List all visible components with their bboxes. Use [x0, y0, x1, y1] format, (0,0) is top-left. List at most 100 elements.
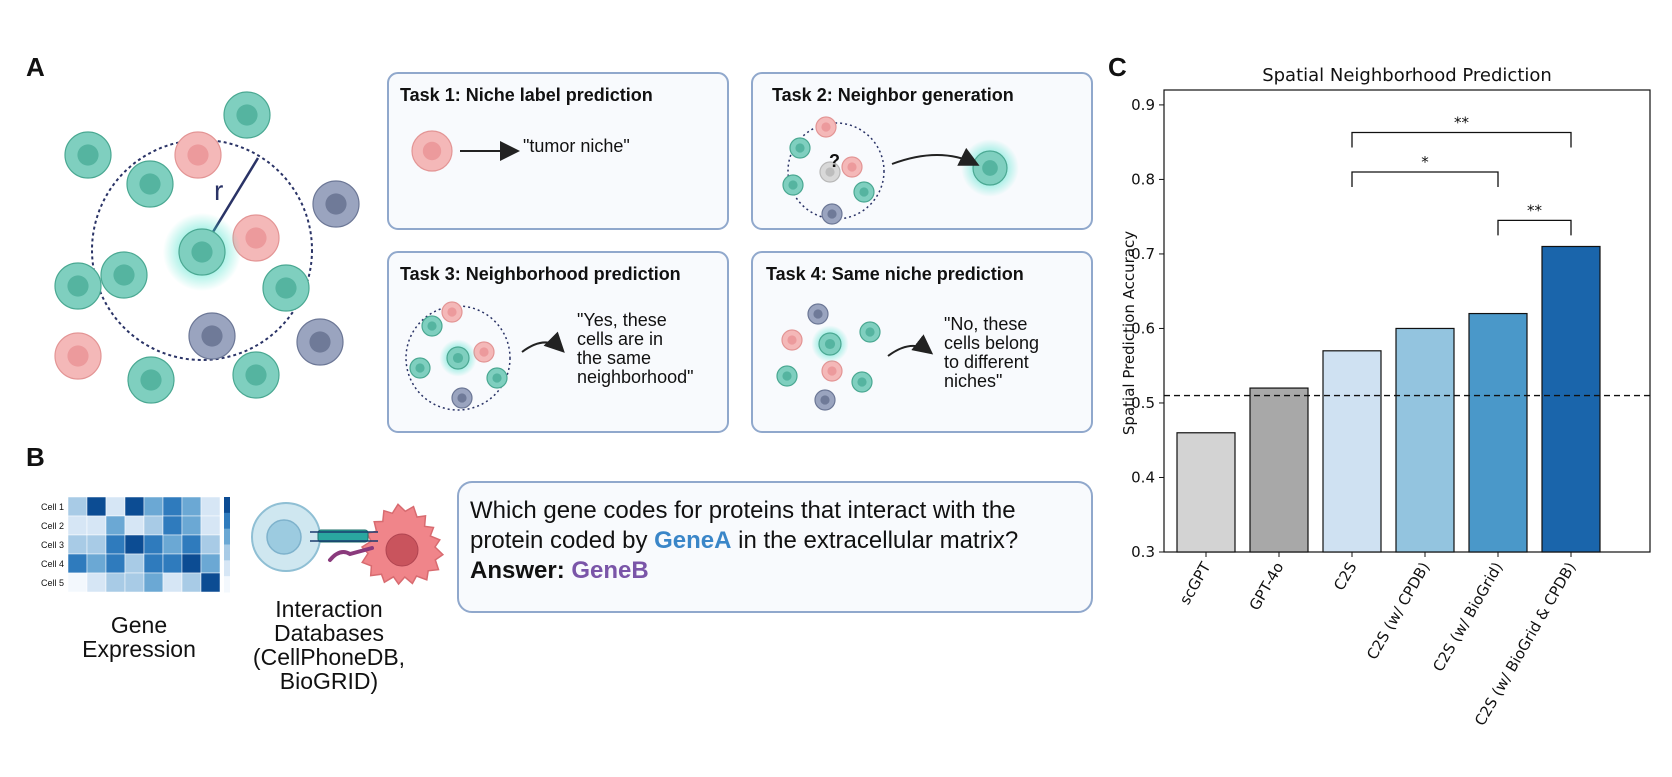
- heatmap-row-label: Cell 4: [41, 559, 64, 569]
- heatmap-cell: [162, 553, 183, 574]
- significance-label: **: [1454, 113, 1470, 131]
- task-3-answer-line-3: the same: [577, 348, 651, 368]
- panel-label-c: C: [1108, 52, 1127, 82]
- heatmap-colorbar-segment: [224, 544, 230, 549]
- neighbor-cell: [54, 262, 102, 310]
- gene-expression-heatmap: Cell 1 Cell 2 Cell 3 Cell 4 Cell 5 Gene Expr…: [41, 496, 230, 662]
- cell-nucleus: [827, 209, 837, 219]
- task-2-generated-cell: [961, 139, 1019, 197]
- task-4-cell: [776, 365, 798, 387]
- task-3-center-cell: [439, 339, 477, 377]
- y-tick-label: 0.8: [1131, 170, 1155, 188]
- interaction-label-line-3: (CellPhoneDB,: [253, 644, 405, 670]
- task-4-center-cell: [811, 325, 849, 363]
- task-4-title: Task 4: Same niche prediction: [766, 264, 1024, 284]
- heatmap-cell: [67, 515, 88, 536]
- heatmap-colorbar-segment: [224, 532, 230, 538]
- heatmap-cell: [67, 534, 88, 555]
- chart-title: Spatial Neighborhood Prediction: [1262, 65, 1552, 86]
- x-tick-label: GPT-4o: [1246, 559, 1288, 614]
- heatmap-cell: [105, 534, 126, 555]
- heatmap-cell: [86, 572, 107, 593]
- cell-nucleus: [236, 104, 258, 126]
- task-3-answer-line-4: neighborhood": [577, 367, 694, 387]
- heatmap-colorbar-segment: [224, 540, 230, 545]
- heatmap-colorbar-segment: [224, 556, 230, 561]
- cell-nucleus: [865, 327, 875, 337]
- heatmap-cell: [86, 534, 107, 555]
- heatmap-colorbar-segment: [224, 560, 230, 565]
- heatmap-cell: [181, 553, 202, 574]
- heatmap-row-label: Cell 1: [41, 502, 64, 512]
- neighbor-cell: [100, 251, 148, 299]
- heatmap-cell: [105, 553, 126, 574]
- cell-nucleus: [825, 167, 835, 177]
- heatmap-colorbar-segment: [224, 572, 230, 577]
- cell-nucleus: [67, 275, 89, 297]
- heatmap-row-label: Cell 2: [41, 521, 64, 531]
- task-2-cell: [789, 137, 811, 159]
- heatmap-cell: [86, 553, 107, 574]
- heatmap-cell: [200, 534, 221, 555]
- question-line-2-prefix: protein coded by: [470, 527, 654, 554]
- task-4-cell: [851, 371, 873, 393]
- heatmap-colorbar-segment: [224, 584, 230, 589]
- task-2-box: Task 2: Neighbor generation ?: [751, 72, 1093, 230]
- neighbor-cell: [188, 312, 236, 360]
- significance-bracket: [1351, 171, 1499, 187]
- cell-nucleus: [77, 144, 99, 166]
- cell-nucleus: [187, 144, 209, 166]
- sender-nucleus: [385, 533, 419, 567]
- cell-nucleus: [457, 393, 467, 403]
- interaction-label-line-4: BioGRID): [280, 668, 378, 694]
- heatmap-cell: [105, 496, 126, 517]
- cell-nucleus: [479, 347, 489, 357]
- heatmap-cell: [67, 553, 88, 574]
- task-4-cell: [859, 321, 881, 343]
- heatmap-colorbar-segment: [224, 528, 230, 534]
- neighbor-cell: [223, 91, 271, 139]
- cell-nucleus: [245, 227, 267, 249]
- heatmap-cell: [162, 534, 183, 555]
- heatmap-cell: [143, 572, 164, 593]
- task-1-title: Task 1: Niche label prediction: [400, 85, 653, 105]
- task-3-answer-line-1: "Yes, these: [577, 310, 667, 330]
- heatmap-cell: [67, 572, 88, 593]
- x-tick-label: C2S (w/ CPDB): [1363, 559, 1433, 663]
- cell-nucleus: [309, 331, 331, 353]
- x-tick-label: C2S (w/ BioGrid): [1429, 559, 1506, 675]
- interaction-label-line-1: Interaction: [275, 596, 382, 622]
- task-4-answer-line-3: to different: [944, 352, 1029, 372]
- heatmap-cell: [86, 496, 107, 517]
- bar-4: [1468, 312, 1528, 553]
- cell-nucleus: [824, 338, 836, 350]
- heatmap-cell: [181, 496, 202, 517]
- task-4-arrow: [887, 334, 934, 357]
- task-1-box: Task 1: Niche label prediction "tumor ni…: [387, 72, 729, 230]
- bar-3: [1395, 327, 1455, 553]
- cell-nucleus: [427, 321, 437, 331]
- significance-bracket: [1497, 219, 1572, 236]
- heatmap-cell: [143, 534, 164, 555]
- task-3-cell: [486, 367, 508, 389]
- radius-label: r: [214, 175, 223, 206]
- task-4-box: Task 4: Same niche prediction "No, these…: [751, 251, 1093, 433]
- cell-nucleus: [982, 160, 998, 176]
- heatmap-cell: [86, 515, 107, 536]
- heatmap-colorbar-segment: [224, 580, 230, 585]
- task-4-cell: [814, 389, 836, 411]
- task-3-box: Task 3: Neighborhood prediction "Yes, th…: [387, 251, 729, 433]
- task-2-cell: [821, 203, 843, 225]
- heatmap-colorbar-segment: [224, 497, 230, 502]
- center-cell: [162, 212, 242, 292]
- task-3-answer-line-2: cells are in: [577, 329, 663, 349]
- heatmap-colorbar-segment: [224, 564, 230, 569]
- cell-nucleus: [447, 307, 457, 317]
- task-3-title: Task 3: Neighborhood prediction: [400, 264, 681, 284]
- cell-nucleus: [113, 264, 135, 286]
- cell-nucleus: [415, 363, 425, 373]
- question-line-2-suffix: in the extracellular matrix?: [731, 527, 1018, 554]
- answer-label: Answer:: [470, 557, 571, 584]
- task-4-cell: [781, 329, 803, 351]
- heatmap-cell: [162, 572, 183, 593]
